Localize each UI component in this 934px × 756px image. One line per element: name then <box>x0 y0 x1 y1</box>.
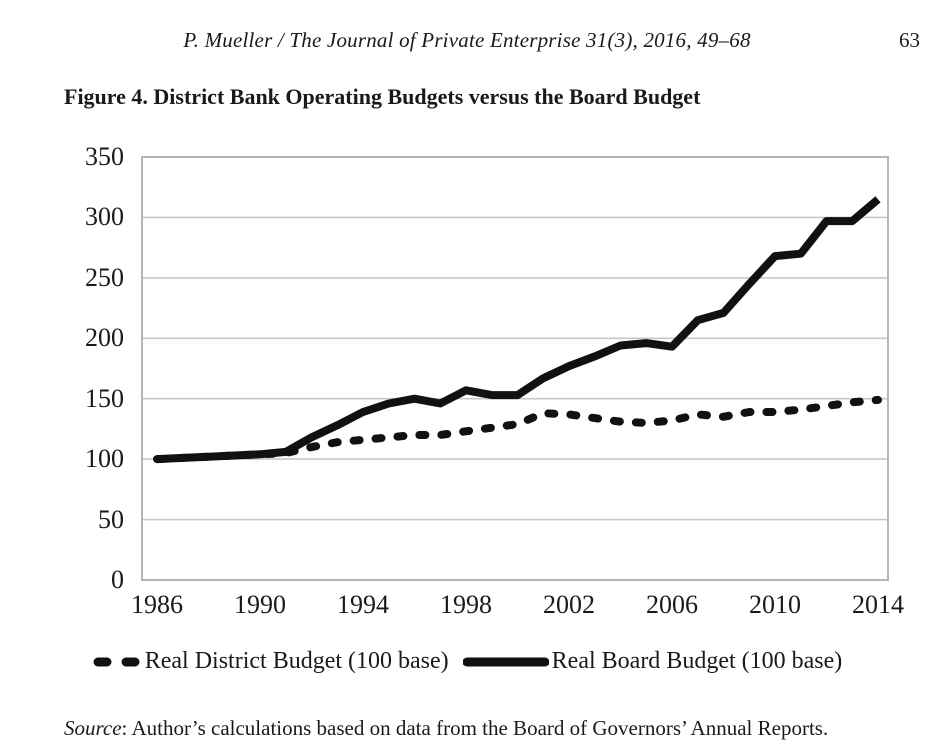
legend-label-district: Real District Budget (100 base) <box>144 648 449 674</box>
running-head: P. Mueller / The Journal of Private Ente… <box>183 28 751 52</box>
source-word: Source <box>64 716 122 740</box>
legend-label-board: Real Board Budget (100 base) <box>551 648 843 674</box>
x-tick-label: 1998 <box>440 590 492 619</box>
page-number: 63 <box>899 28 920 52</box>
x-tick-label: 1990 <box>234 590 286 619</box>
y-tick-label: 200 <box>85 323 124 353</box>
y-tick-label: 300 <box>85 202 124 232</box>
source-note: Source: Author’s calculations based on d… <box>64 716 914 741</box>
y-tick-label: 100 <box>85 444 124 474</box>
chart-plot-area <box>141 156 889 581</box>
solid-line-swatch <box>462 657 549 666</box>
line-chart: 0 50 100 150 200 250 300 350 1986 1990 1994 1998 20… <box>85 142 904 619</box>
x-tick-label: 2002 <box>543 590 595 619</box>
legend-entry-district: Real District Budget (100 base) <box>92 648 449 675</box>
figure-title: Figure 4. District Bank Operating Budget… <box>64 84 701 109</box>
y-tick-label: 50 <box>98 504 124 534</box>
legend-entry-board: Real Board Budget (100 base) <box>462 648 843 675</box>
dashed-line-swatch <box>93 657 142 666</box>
source-text: : Author’s calculations based on data fr… <box>121 716 829 740</box>
x-tick-label: 1994 <box>337 590 389 619</box>
x-tick-label: 2006 <box>646 590 698 619</box>
y-tick-label: 150 <box>85 383 124 413</box>
x-tick-label: 2014 <box>852 590 904 619</box>
y-tick-label: 350 <box>85 142 124 171</box>
chart-legend: Real District Budget (100 base) Real Boa… <box>0 648 934 675</box>
y-tick-label: 0 <box>111 565 124 594</box>
y-tick-label: 250 <box>85 262 124 292</box>
x-tick-label: 2010 <box>749 590 801 619</box>
x-tick-label: 1986 <box>131 590 183 619</box>
